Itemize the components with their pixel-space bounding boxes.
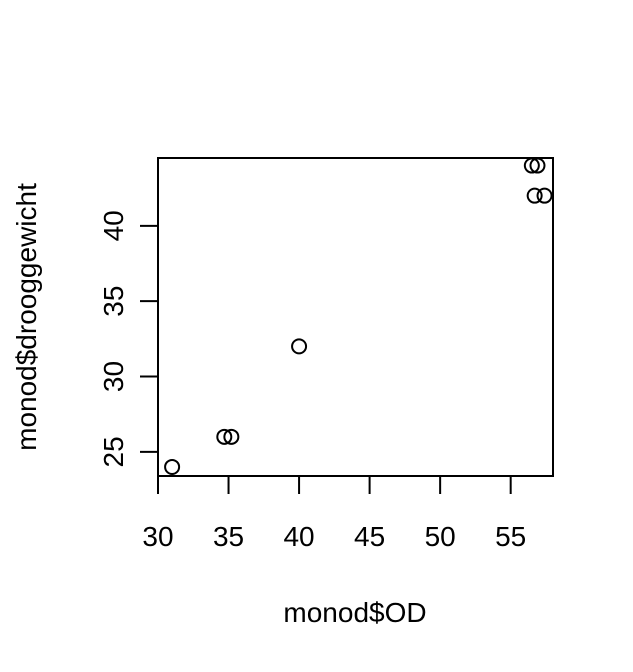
y-tick-label: 35 <box>98 286 129 317</box>
y-tick-label: 30 <box>98 361 129 392</box>
x-tick-label: 35 <box>213 521 244 552</box>
x-tick-label: 30 <box>142 521 173 552</box>
plot-frame <box>157 157 554 477</box>
data-point <box>523 157 540 174</box>
x-axis-title: monod$OD <box>283 597 426 628</box>
data-point <box>216 428 233 445</box>
data-point <box>529 157 546 174</box>
x-tick-label: 55 <box>495 521 526 552</box>
x-tick-label: 50 <box>425 521 456 552</box>
x-tick-label: 40 <box>283 521 314 552</box>
data-point <box>223 428 240 445</box>
data-points <box>164 157 553 475</box>
x-tick-label: 45 <box>354 521 385 552</box>
y-tick-label: 40 <box>98 210 129 241</box>
x-axis: 30 35 40 45 50 55 <box>142 475 526 552</box>
data-point <box>291 338 308 355</box>
data-point <box>164 458 181 475</box>
data-point <box>526 187 543 204</box>
y-axis: 25 30 35 40 <box>98 210 159 467</box>
y-axis-title: monod$drooggewicht <box>11 183 42 451</box>
data-point <box>536 187 553 204</box>
y-tick-label: 25 <box>98 436 129 467</box>
